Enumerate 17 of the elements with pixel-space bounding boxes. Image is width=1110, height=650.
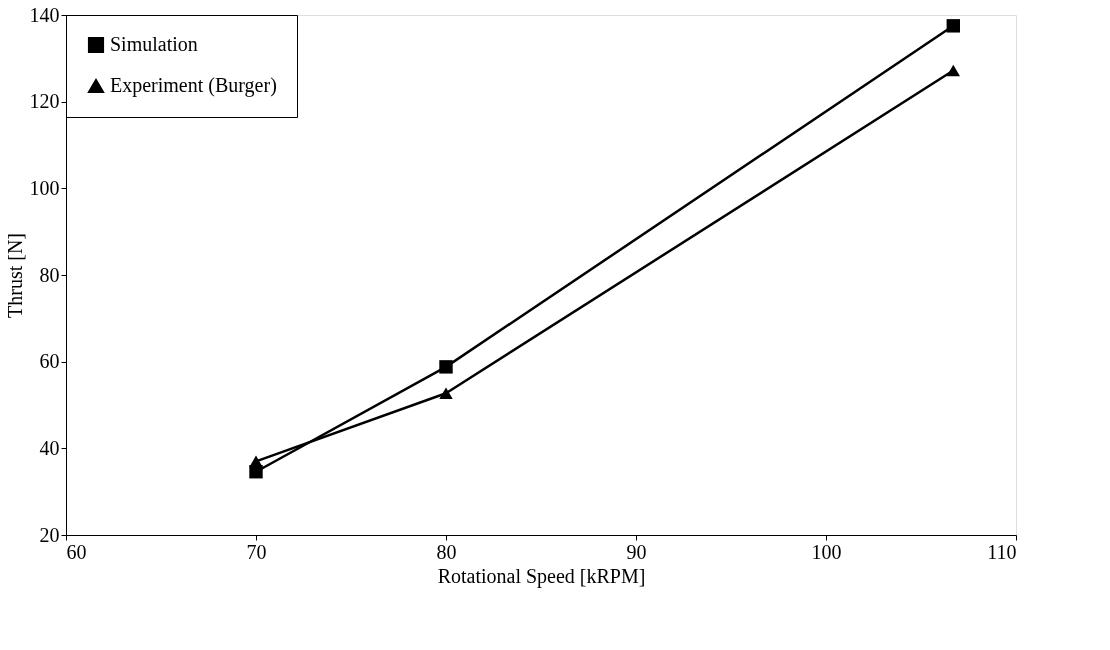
y-tick-label: 40	[39, 436, 60, 459]
y-tick-label: 120	[29, 90, 60, 113]
x-tick-label: 70	[246, 540, 267, 563]
y-tick-label: 100	[29, 176, 60, 199]
legend-label: Simulation	[110, 33, 198, 55]
y-tick-label: 60	[39, 350, 60, 373]
x-tick-label: 90	[626, 540, 647, 563]
x-tick-label: 80	[436, 540, 457, 563]
x-tick-label: 110	[987, 540, 1017, 563]
x-tick-label: 100	[811, 540, 842, 563]
y-tick-label: 80	[39, 263, 60, 286]
y-tick-label: 140	[29, 3, 60, 26]
y-tick-label: 20	[39, 523, 60, 546]
x-tick-label: 60	[66, 540, 87, 563]
y-axis-title: Thrust [N]	[3, 233, 26, 318]
x-axis-title: Rotational Speed [kRPM]	[437, 564, 646, 588]
legend-label: Experiment (Burger)	[110, 74, 277, 97]
